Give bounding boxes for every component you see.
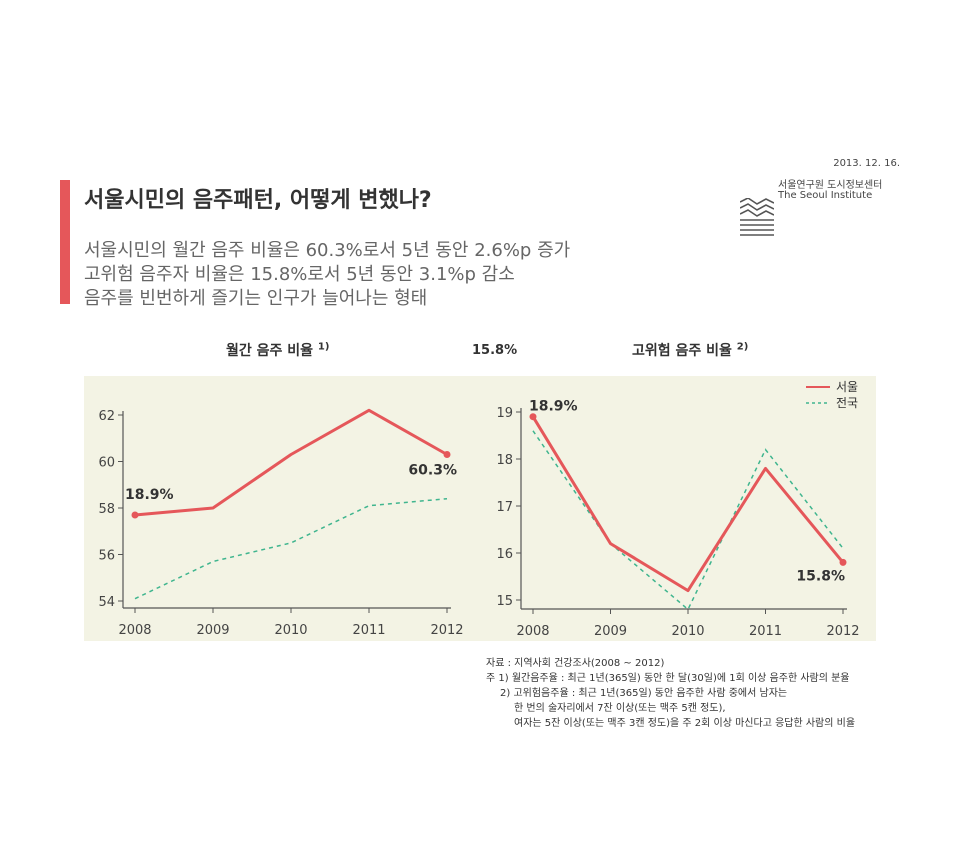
y-tick-label: 16 (496, 547, 513, 562)
chart-high-risk-drinking: 15 16 17 18 19 2008 2009 2010 2011 2012 18.9% 15.8% (496, 399, 859, 639)
data-label: 18.9% (125, 487, 174, 503)
y-tick-label: 58 (98, 502, 115, 517)
x-tick-label: 2012 (430, 623, 463, 638)
y-tick-label: 17 (496, 500, 513, 515)
series-line-seoul (134, 408, 448, 517)
x-tick-label: 2011 (749, 624, 782, 639)
series-line-national (532, 430, 844, 611)
data-label: 60.3% (408, 463, 457, 479)
note-2-line2: 한 번의 술자리에서 7잔 이상(또는 맥주 5캔 정도), (514, 703, 726, 714)
x-tick-label: 2010 (274, 623, 307, 638)
x-tick-label: 2009 (594, 624, 627, 639)
subtitle-2: 고위험 음주자 비율은 15.8%로서 5년 동안 3.1%p 감소 (84, 264, 515, 285)
y-tick-label: 18 (496, 453, 513, 468)
legend-seoul-label: 서울 (836, 380, 858, 394)
note-2: 2) 고위험음주율 : 최근 1년(365일) 동안 음주한 사람 중에서 남자… (500, 688, 788, 699)
chart-panel (84, 376, 876, 641)
x-tick-label: 2008 (118, 623, 151, 638)
publish-date: 2013. 12. 16. (833, 158, 900, 169)
note-2-line3: 여자는 5잔 이상(또는 맥주 3캔 정도)을 주 2회 이상 마신다고 응답한… (514, 718, 856, 729)
stray-label: 15.8% (472, 343, 518, 358)
data-point-seoul (131, 511, 139, 519)
y-tick-label: 15 (496, 594, 513, 609)
y-tick-label: 56 (98, 549, 115, 564)
x-tick-label: 2010 (671, 624, 704, 639)
chart-monthly-drinking: 54 56 58 60 62 2008 2009 2010 2011 2012 18.9% 60.3% (98, 408, 464, 638)
series-line-national (134, 497, 448, 600)
legend: 서울 전국 (806, 380, 858, 410)
data-point-seoul (443, 451, 451, 459)
y-tick-label: 60 (98, 456, 115, 471)
data-label: 15.8% (796, 568, 845, 584)
series-line-seoul (531, 415, 845, 593)
x-tick-label: 2009 (196, 623, 229, 638)
legend-national-label: 전국 (836, 396, 858, 410)
y-tick-label: 19 (496, 406, 513, 421)
subtitle-1: 서울시민의 월간 음주 비율은 60.3%로서 5년 동안 2.6%p 증가 (84, 240, 571, 261)
x-tick-label: 2008 (516, 624, 549, 639)
institute-name-ko: 서울연구원 도시정보센터 (778, 180, 883, 191)
page-title: 서울시민의 음주패턴, 어떻게 변했나? (84, 188, 432, 213)
note-source: 자료 : 지역사회 건강조사(2008 ~ 2012) (486, 658, 665, 669)
data-label: 18.9% (529, 399, 578, 415)
data-point-seoul (839, 558, 847, 566)
accent-bar (60, 180, 70, 304)
source-notes: 자료 : 지역사회 건강조사(2008 ~ 2012) 주 1) 월간음주율 :… (486, 656, 855, 731)
subtitle-3: 음주를 빈번하게 즐기는 인구가 늘어나는 형태 (84, 288, 428, 309)
x-tick-label: 2011 (352, 623, 385, 638)
seoul-institute-logo-icon (740, 198, 774, 236)
y-tick-label: 54 (98, 595, 115, 610)
x-tick-label: 2012 (826, 624, 859, 639)
chart-title-highrisk: 고위험 음주 비율 2) (632, 341, 749, 359)
note-1: 주 1) 월간음주율 : 최근 1년(365일) 동안 한 달(30일)에 1회… (486, 673, 850, 684)
chart-title-monthly: 월간 음주 비율 1) (226, 341, 330, 359)
y-tick-label: 62 (98, 409, 115, 424)
data-point-seoul (529, 413, 537, 421)
institute-name-en: The Seoul Institute (778, 190, 873, 201)
